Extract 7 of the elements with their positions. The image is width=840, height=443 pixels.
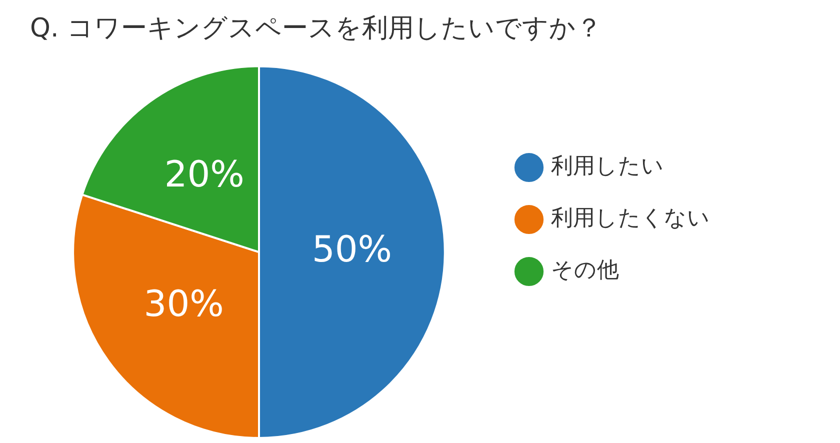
data-label: 50% (312, 229, 392, 270)
data-label: 20% (164, 154, 244, 196)
legend-label: その他 (551, 258, 619, 284)
legend-label: 利用したい (551, 154, 664, 180)
legend-label: 利用したくない (551, 206, 710, 232)
data-label: 30% (144, 284, 224, 326)
chart-title: Q. コワーキングスペースを利用したいですか？ (30, 13, 602, 44)
